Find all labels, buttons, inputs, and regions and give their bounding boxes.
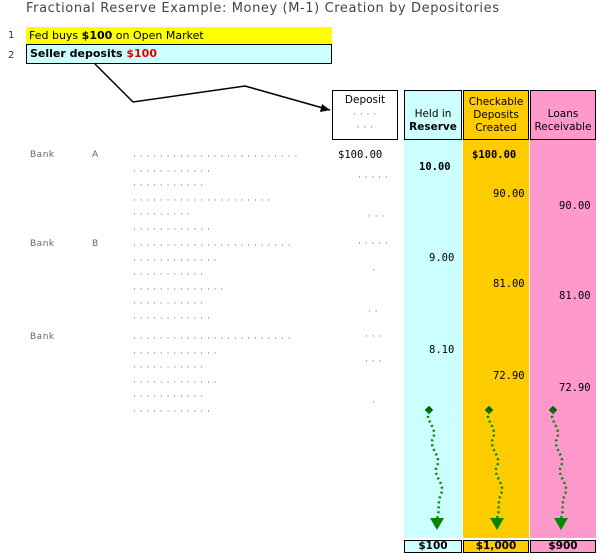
bank-b-label: Bank: [30, 239, 55, 249]
step-seller-deposits-amount: $100: [126, 47, 157, 60]
bank-c-label: Bank: [30, 332, 55, 342]
checkable-column: Checkable Deposits Created: [463, 90, 529, 538]
deposit-header-faint-1: · · · ·: [353, 110, 377, 120]
reserve-header-line2: Reserve: [409, 121, 457, 133]
bank-c-reserve: 8.10: [429, 344, 455, 356]
bank-a-deposit: $100.00: [338, 149, 383, 161]
bank-a-red-mark: · · ·: [368, 212, 385, 222]
bank-b-reserve: 9.00: [429, 252, 455, 264]
bank-b-loans: 81.00: [559, 290, 591, 302]
bank-b-deposit-faint: · · · · ·: [358, 239, 389, 249]
deposit-header-faint-2: · · ·: [356, 123, 374, 133]
total-reserve: $100: [404, 540, 462, 553]
bank-b-mark: ·: [372, 266, 376, 276]
loans-header-line1: Loans: [547, 108, 579, 120]
bank-c-deposit-faint: · · ·: [365, 332, 382, 342]
bank-c-description: · · · · · · · · · · · · · · · · · · · · …: [133, 334, 291, 417]
reserve-column: Held in Reserve: [404, 90, 462, 538]
bank-a-deposit-faint: · · · · ·: [358, 173, 389, 183]
step-fed-buys: Fed buys $100 on Open Market: [26, 27, 332, 44]
reserve-header: Held in Reserve: [404, 90, 462, 140]
bank-c-red-mark: ·: [372, 398, 376, 408]
wavy-down-arrow-icon: [424, 405, 444, 530]
loans-column: Loans Receivable: [530, 90, 596, 538]
bank-a-letter: A: [92, 150, 99, 160]
bank-a-description: · · · · · · · · · · · · · · · · · · · · …: [133, 152, 298, 235]
reserve-header-line1: Held in: [414, 108, 452, 120]
bank-b-letter: B: [92, 239, 99, 249]
wavy-down-arrow-icon: [484, 405, 504, 530]
step-seller-deposits: Seller deposits $100: [26, 44, 332, 64]
checkable-header-line3: Created: [475, 122, 517, 134]
checkable-header-line1: Checkable: [468, 96, 524, 108]
step-fed-buys-prefix: Fed buys: [29, 29, 82, 42]
total-checkable: $1,000: [463, 540, 529, 553]
checkable-header-line2: Deposits: [473, 109, 519, 121]
bank-a-loans: 90.00: [559, 200, 591, 212]
bank-a-label: Bank: [30, 150, 55, 160]
bank-b-checkable: 81.00: [493, 278, 525, 290]
step-seller-deposits-prefix: Seller deposits: [30, 47, 127, 60]
bank-b-red-mark: · ·: [368, 307, 379, 317]
checkable-header: Checkable Deposits Created: [463, 90, 529, 140]
bank-c-loans: 72.90: [559, 382, 591, 394]
bank-a-checkable: $100.00: [472, 149, 517, 161]
step-fed-buys-amount: $100: [81, 29, 113, 42]
row-number-2: 2: [8, 50, 15, 61]
loans-header: Loans Receivable: [530, 90, 596, 140]
total-loans: $900: [530, 540, 596, 553]
bank-c-mark: · · ·: [365, 357, 382, 367]
row-number-1: 1: [8, 30, 15, 41]
bank-a-checkable-new: 90.00: [493, 188, 525, 200]
deposit-header: Deposit · · · · · · ·: [332, 90, 398, 140]
loans-header-line2: Receivable: [534, 121, 592, 133]
bank-a-reserve: 10.00: [419, 161, 451, 173]
bank-c-checkable: 72.90: [493, 370, 525, 382]
wavy-down-arrow-icon: [548, 405, 568, 530]
deposit-header-label: Deposit: [344, 94, 386, 106]
step-fed-buys-suffix: on Open Market: [112, 29, 204, 42]
bank-b-description: · · · · · · · · · · · · · · · · · · · · …: [133, 241, 291, 324]
page-title: Fractional Reserve Example: Money (M-1) …: [26, 1, 500, 16]
